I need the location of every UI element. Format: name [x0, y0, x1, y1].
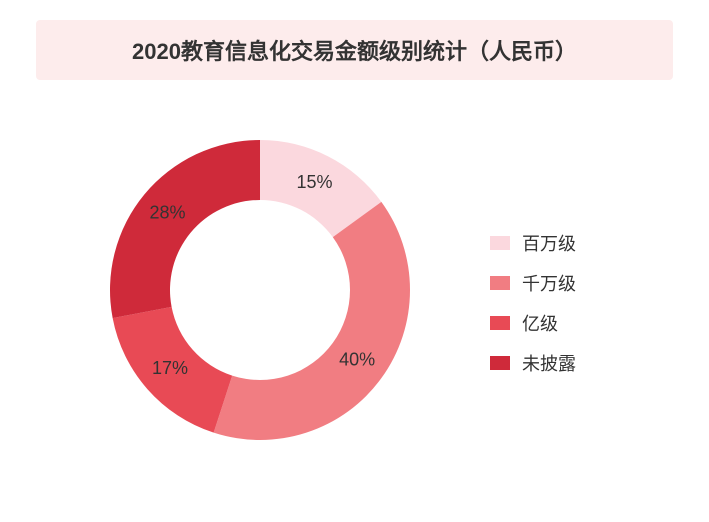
legend-item: 未披露	[490, 350, 576, 376]
donut-slice-label: 40%	[339, 349, 375, 369]
legend-item: 千万级	[490, 270, 576, 296]
legend-label: 千万级	[522, 270, 576, 296]
legend-label: 百万级	[522, 230, 576, 256]
chart-title-text: 2020教育信息化交易金额级别统计（人民币）	[132, 39, 577, 64]
donut-hole	[171, 201, 350, 380]
donut-svg: 15% 40% 17% 28%	[110, 140, 410, 440]
legend-label: 亿级	[522, 310, 558, 336]
donut-chart: 15% 40% 17% 28%	[110, 140, 410, 440]
donut-slice-label: 15%	[296, 172, 332, 192]
legend-swatch	[490, 236, 510, 250]
donut-slice-label: 28%	[150, 202, 186, 222]
legend-swatch	[490, 356, 510, 370]
legend: 百万级千万级亿级未披露	[490, 230, 576, 390]
legend-swatch	[490, 276, 510, 290]
legend-label: 未披露	[522, 350, 576, 376]
legend-item: 亿级	[490, 310, 576, 336]
chart-title-bar: 2020教育信息化交易金额级别统计（人民币）	[36, 20, 673, 80]
donut-slice-label: 17%	[152, 358, 188, 378]
legend-item: 百万级	[490, 230, 576, 256]
chart-area: 15% 40% 17% 28% 百万级千万级亿级未披露	[0, 80, 709, 500]
legend-swatch	[490, 316, 510, 330]
